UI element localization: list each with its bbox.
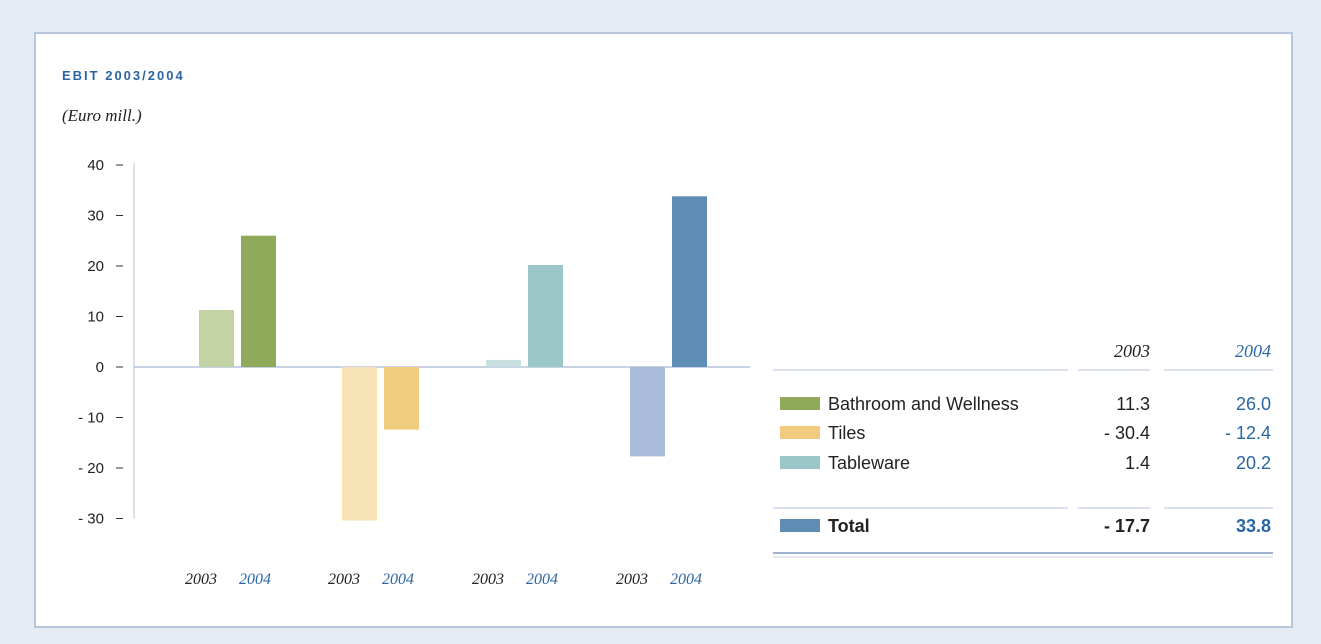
legend-swatch: [780, 426, 820, 439]
legend-swatch: [780, 456, 820, 469]
x-year-label: 2003: [185, 571, 217, 588]
value-2003: 11.3: [1116, 394, 1150, 414]
x-year-label: 2003: [328, 571, 360, 588]
table-header-2003: 2003: [1114, 341, 1150, 361]
legend-label: Tiles: [828, 423, 865, 443]
y-tick-label: 30: [87, 208, 104, 225]
y-tick-label: - 10: [78, 410, 104, 427]
y-tick-label: 0: [96, 359, 104, 376]
value-2004: 20.2: [1236, 453, 1271, 473]
chart-subtitle: (Euro mill.): [62, 106, 142, 125]
legend-label-total: Total: [828, 516, 870, 536]
bar-tiles-2004: [384, 367, 419, 430]
legend-label: Bathroom and Wellness: [828, 394, 1019, 414]
total-2003: - 17.7: [1104, 516, 1150, 536]
x-year-label: 2004: [526, 571, 558, 588]
bar-tableware-2004: [528, 264, 563, 367]
total-2004: 33.8: [1236, 516, 1271, 536]
y-tick-label: 20: [87, 258, 104, 275]
bar-total-2003: [630, 367, 665, 457]
x-year-label: 2004: [670, 571, 702, 588]
bar-tiles-2003: [342, 367, 377, 521]
table-header-2004: 2004: [1235, 341, 1271, 361]
legend-swatch-total: [780, 519, 820, 532]
value-2003: 1.4: [1125, 453, 1150, 473]
y-tick-label: 40: [87, 157, 104, 174]
value-2004: 26.0: [1236, 394, 1271, 414]
bar-bathroom-and-wellness-2003: [199, 309, 234, 367]
value-2004: - 12.4: [1225, 423, 1271, 443]
bar-total-2004: [672, 196, 707, 367]
bar-bathroom-and-wellness-2004: [241, 235, 276, 367]
legend-swatch: [780, 397, 820, 410]
legend-label: Tableware: [828, 453, 910, 473]
x-year-label: 2003: [616, 571, 648, 588]
y-tick-label: - 30: [78, 511, 104, 528]
bar-tableware-2003: [486, 359, 521, 367]
x-year-label: 2004: [382, 571, 414, 588]
value-2003: - 30.4: [1104, 423, 1150, 443]
chart-title: EBIT 2003/2004: [62, 68, 185, 83]
x-year-label: 2003: [472, 571, 504, 588]
y-tick-label: 10: [87, 309, 104, 326]
y-tick-label: - 20: [78, 460, 104, 477]
x-year-label: 2004: [239, 571, 271, 588]
